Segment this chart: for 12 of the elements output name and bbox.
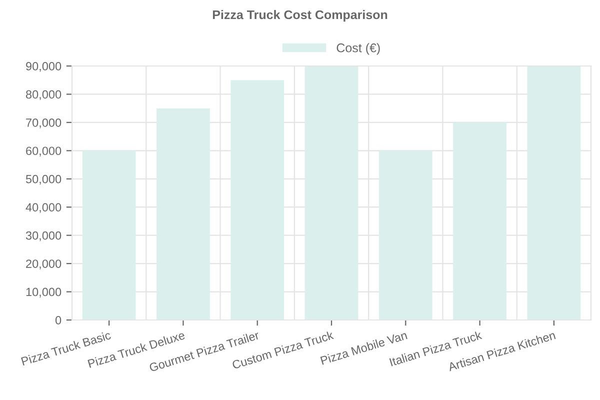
chart-title: Pizza Truck Cost Comparison <box>212 10 388 22</box>
y-tick-label: 20,000 <box>26 260 62 270</box>
y-tick-label: 70,000 <box>26 118 62 128</box>
y-tick-label: 30,000 <box>26 231 62 242</box>
y-tick-label: 0 <box>55 316 62 324</box>
y-tick-label: 90,000 <box>26 62 62 72</box>
legend-label: Cost (€) <box>336 43 380 55</box>
y-tick-label: 40,000 <box>26 203 62 213</box>
y-tick-label: 50,000 <box>26 174 62 185</box>
y-tick-label: 60,000 <box>26 146 62 156</box>
y-tick-label: 10,000 <box>26 288 62 298</box>
y-tick-label: 80,000 <box>26 90 62 100</box>
